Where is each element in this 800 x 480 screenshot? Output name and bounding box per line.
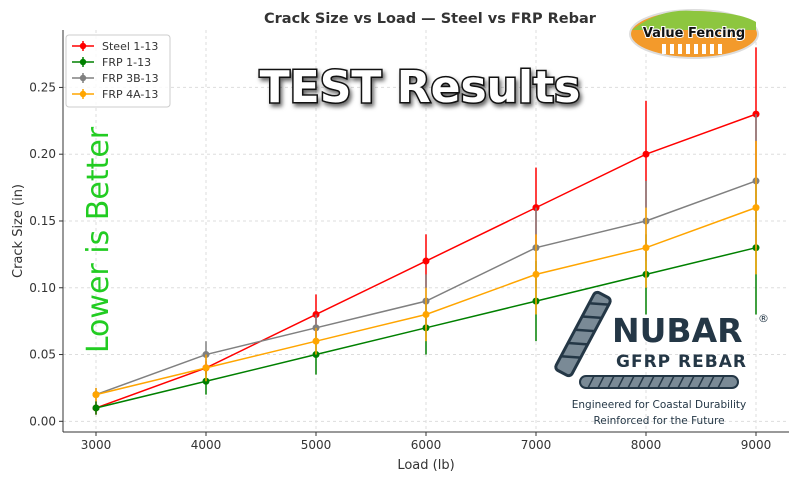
value-fencing-logo: Value Fencing [629, 9, 759, 59]
nubar-logo: NUBAR ® GFRP REBAR Engineered for Coasta… [554, 290, 769, 427]
y-tick-label: 0.05 [29, 348, 56, 362]
legend-marker [79, 42, 87, 50]
x-tick-label: 7000 [521, 438, 552, 452]
side-note-annotation: Lower is Better [81, 126, 116, 353]
nubar-tagline-1: Engineered for Coastal Durability [572, 399, 746, 411]
nubar-reg: ® [758, 312, 769, 325]
x-tick-label: 3000 [81, 438, 112, 452]
data-point [642, 150, 650, 158]
y-tick-label: 0.25 [29, 80, 56, 94]
legend-label: FRP 4A-13 [102, 88, 158, 101]
series-layer [92, 47, 760, 415]
data-point [92, 391, 100, 399]
chart-title: Crack Size vs Load — Steel vs FRP Rebar [264, 11, 597, 27]
y-axis-label: Crack Size (in) [11, 184, 26, 278]
nubar-name: NUBAR [612, 311, 743, 350]
data-point [92, 404, 100, 412]
ticks: 3000 4000 5000 6000 7000 8000 9000 0.00 0.05 0.10… [29, 80, 771, 452]
data-point [642, 244, 650, 252]
data-point [532, 270, 540, 278]
legend-label: FRP 3B-13 [102, 72, 159, 85]
x-tick-label: 8000 [631, 438, 662, 452]
legend-marker [79, 58, 87, 66]
value-fencing-text: Value Fencing [643, 26, 745, 41]
legend-label: Steel 1-13 [102, 40, 158, 53]
legend-marker [79, 90, 87, 98]
x-tick-label: 6000 [411, 438, 442, 452]
series-frp-4a-13 [92, 140, 760, 402]
nubar-tagline-2: Reinforced for the Future [593, 415, 724, 427]
x-tick-label: 5000 [301, 438, 332, 452]
data-point [422, 310, 430, 318]
y-tick-label: 0.20 [29, 147, 56, 161]
data-point [312, 337, 320, 345]
y-tick-label: 0.15 [29, 214, 56, 228]
x-axis-label: Load (lb) [397, 458, 454, 473]
data-point [752, 204, 760, 212]
data-point [422, 257, 430, 265]
legend-label: FRP 1-13 [102, 56, 151, 69]
legend-marker [79, 74, 87, 82]
legend: Steel 1-13 FRP 1-13 FRP 3B-13 FRP 4A-13 [65, 34, 171, 108]
y-tick-label: 0.00 [29, 414, 56, 428]
nubar-subtitle: GFRP REBAR [616, 352, 747, 372]
x-tick-label: 4000 [191, 438, 222, 452]
x-tick-label: 9000 [741, 438, 772, 452]
data-point [202, 364, 210, 372]
y-tick-label: 0.10 [29, 281, 56, 295]
headline-annotation: TEST Results [260, 62, 581, 113]
